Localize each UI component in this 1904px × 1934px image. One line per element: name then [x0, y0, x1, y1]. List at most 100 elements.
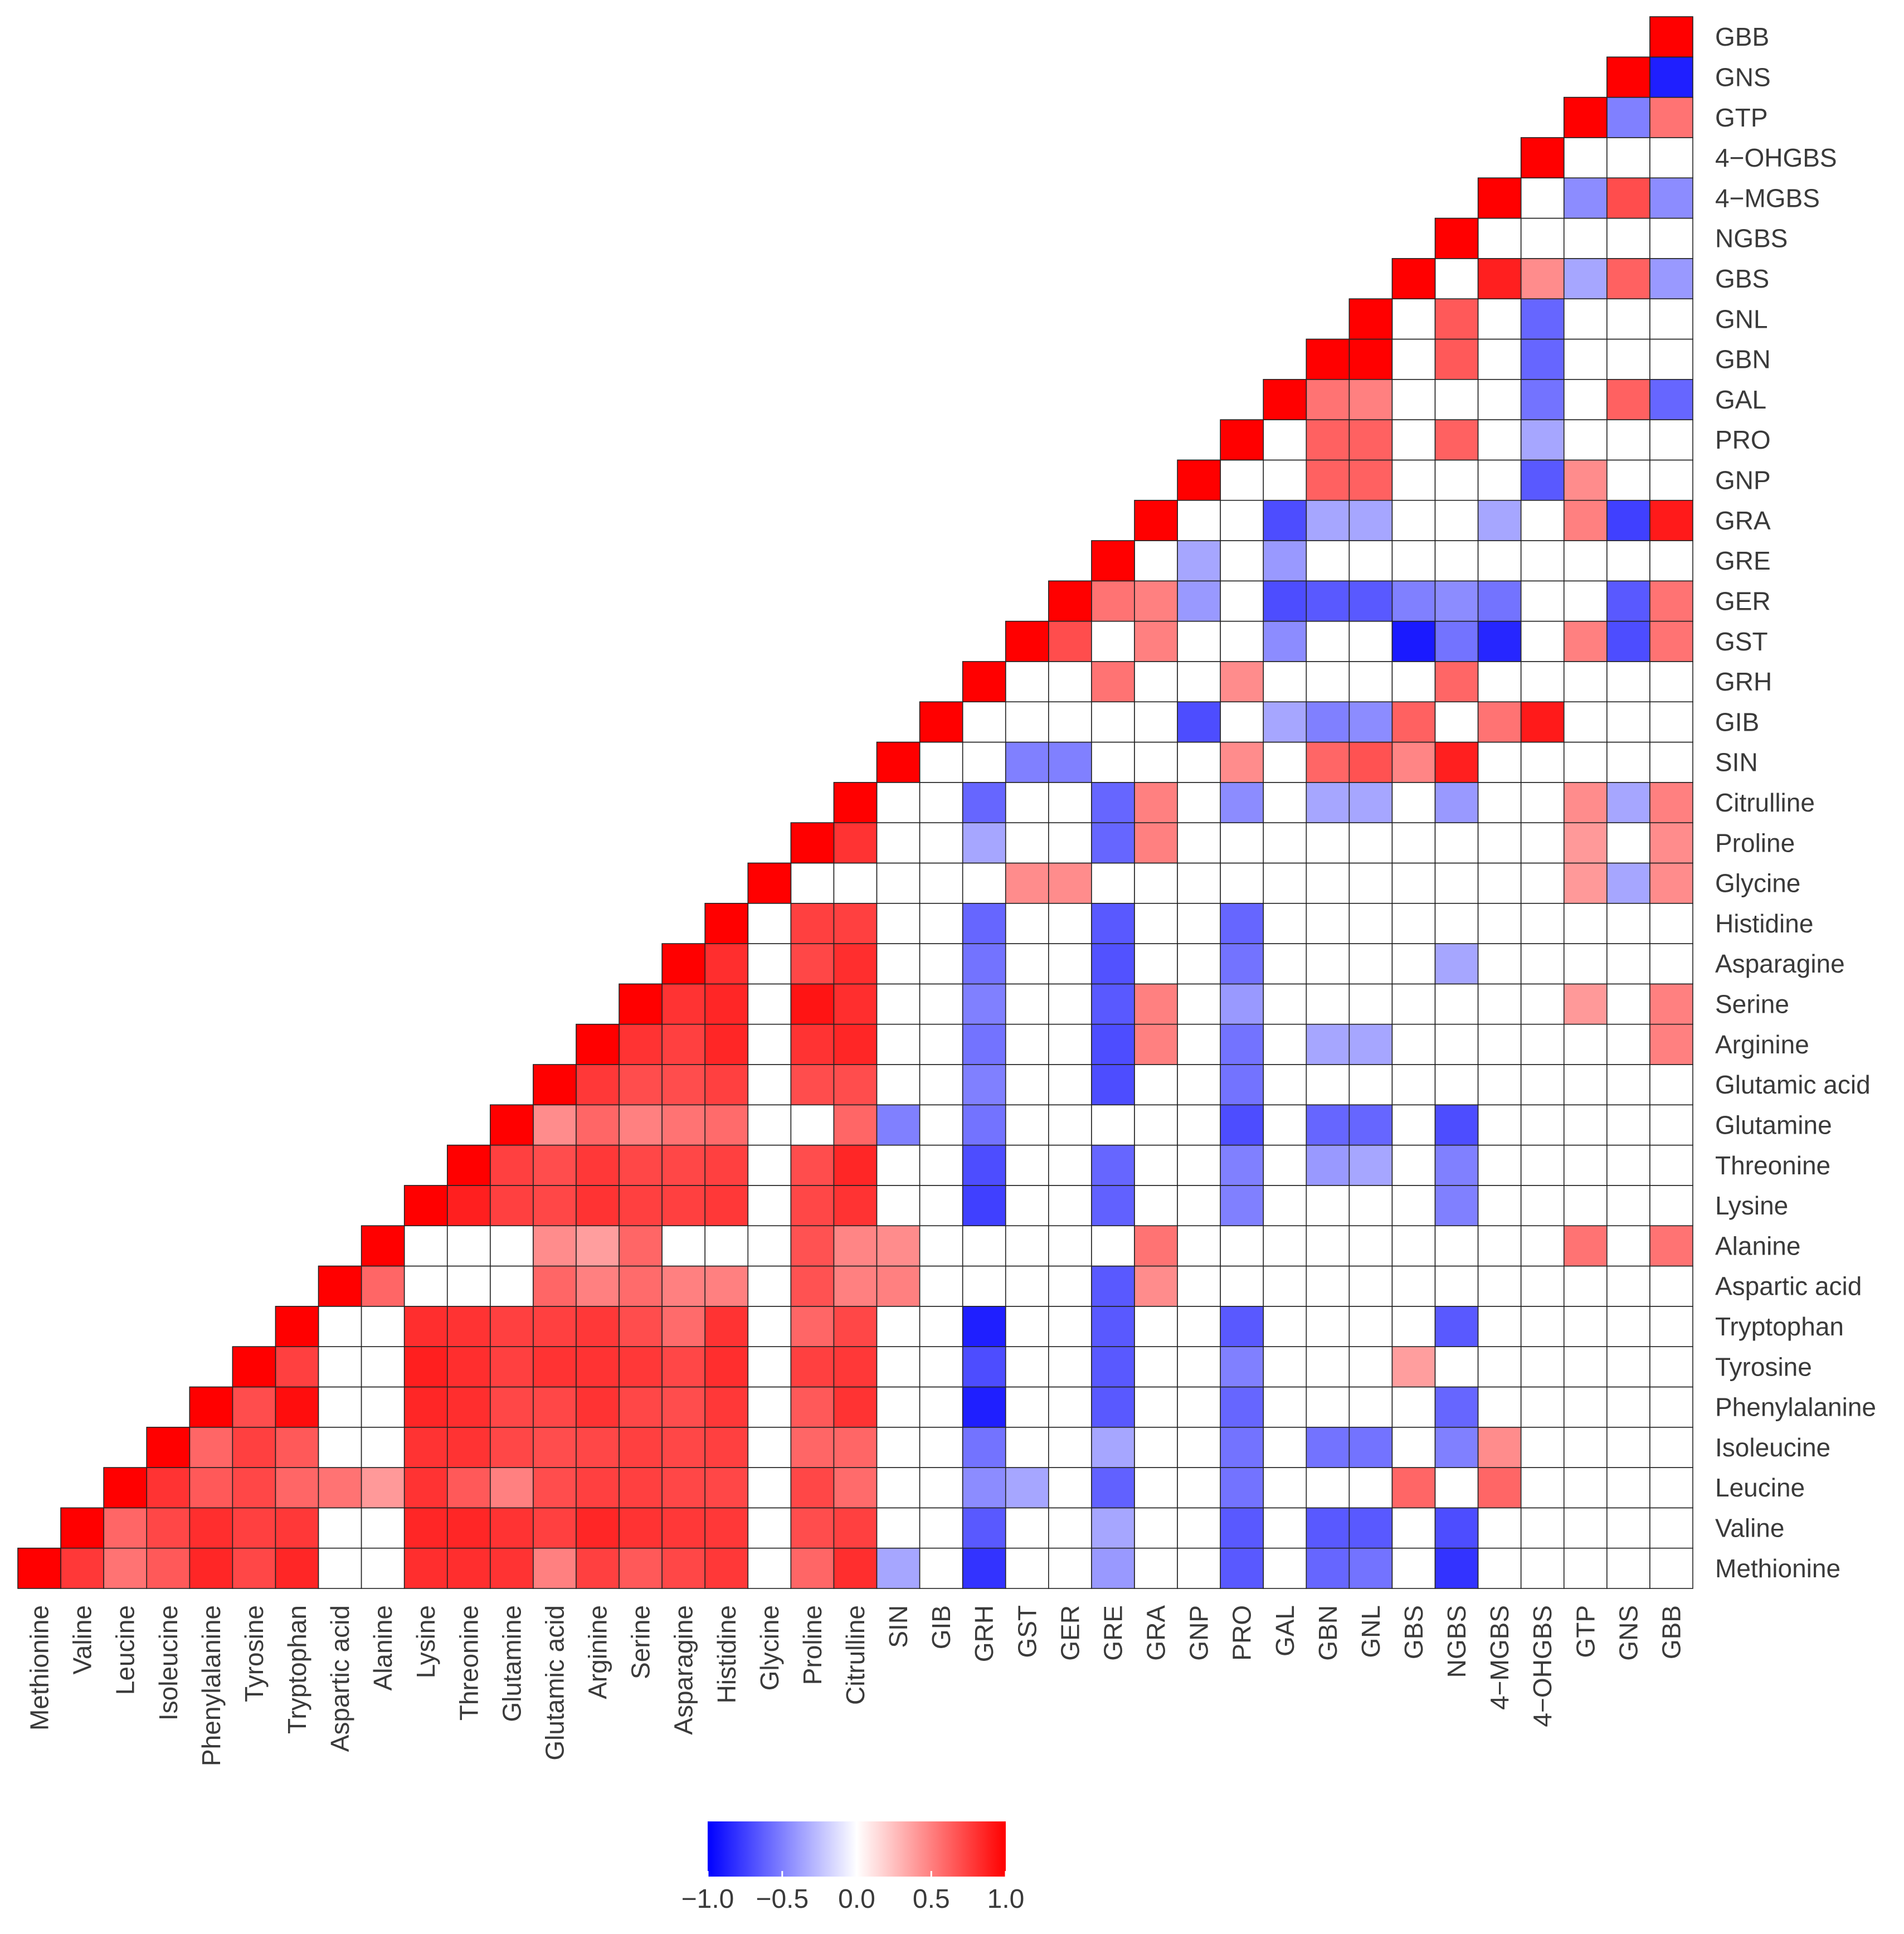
heatmap-cell [1134, 862, 1178, 904]
column-label: Leucine [111, 1605, 140, 1695]
heatmap-cell [1649, 177, 1693, 219]
heatmap-cell [490, 1265, 534, 1307]
heatmap-cell [1649, 822, 1693, 864]
heatmap-cell [661, 1507, 706, 1549]
heatmap-cell [446, 1185, 491, 1227]
heatmap-cell [275, 1426, 319, 1468]
heatmap-cell [876, 1507, 921, 1549]
heatmap-cell [1005, 782, 1049, 823]
heatmap-cell [576, 1144, 620, 1186]
heatmap-cell [1348, 1467, 1393, 1509]
heatmap-cell [1563, 862, 1608, 904]
heatmap-cell [1306, 1467, 1350, 1509]
heatmap-cell [1434, 943, 1479, 985]
heatmap-cell [1391, 1386, 1436, 1428]
heatmap-cell [446, 1426, 491, 1468]
heatmap-cell [1220, 499, 1264, 541]
heatmap-cell [1220, 1467, 1264, 1509]
heatmap-cell [1520, 1064, 1565, 1106]
heatmap-cell [1434, 620, 1479, 662]
heatmap-cell [1563, 701, 1608, 743]
row-label: GAL [1715, 385, 1766, 414]
row-label: Arginine [1715, 1030, 1809, 1059]
heatmap-cell [1177, 741, 1221, 783]
heatmap-cell [1649, 459, 1693, 501]
heatmap-cell [876, 1064, 921, 1106]
row-label: Methionine [1715, 1554, 1840, 1583]
heatmap-cell [1563, 258, 1608, 299]
heatmap-cell [576, 1547, 620, 1589]
heatmap-cell [1091, 1104, 1135, 1146]
heatmap-cell [1563, 580, 1608, 622]
heatmap-cell [919, 1185, 963, 1227]
heatmap-cell [1306, 1386, 1350, 1428]
heatmap-cell [1263, 620, 1307, 662]
heatmap-cell [403, 1346, 448, 1388]
heatmap-cell [876, 943, 921, 985]
heatmap-cell [1263, 701, 1307, 743]
heatmap-cell [962, 701, 1006, 743]
heatmap-cell [1477, 782, 1522, 823]
heatmap-cell [704, 1023, 749, 1065]
heatmap-cell [747, 1144, 792, 1186]
column-label: Glutamic acid [540, 1605, 569, 1761]
heatmap-cell [490, 1225, 534, 1267]
heatmap-cell [189, 1507, 233, 1549]
heatmap-cell [1477, 1144, 1522, 1186]
column-label: Phenylalanine [197, 1605, 226, 1766]
heatmap-cell [962, 1386, 1006, 1428]
heatmap-cell [446, 1225, 491, 1267]
heatmap-cell [1563, 943, 1608, 985]
heatmap-cell [1306, 1064, 1350, 1106]
heatmap-cell [1263, 902, 1307, 944]
heatmap-cell [1391, 983, 1436, 1025]
heatmap-cell [1563, 983, 1608, 1025]
heatmap-cell [704, 1104, 749, 1146]
heatmap-cell [790, 1144, 835, 1186]
heatmap-cell [533, 1185, 577, 1227]
heatmap-cell [1434, 540, 1479, 582]
heatmap-cell [833, 1467, 878, 1509]
heatmap-cell [1520, 1306, 1565, 1347]
heatmap-cell [1477, 1306, 1522, 1347]
heatmap-cell [1220, 1507, 1264, 1549]
heatmap-cell [1263, 1306, 1307, 1347]
heatmap-cell [576, 1306, 620, 1347]
heatmap-cell [1091, 1064, 1135, 1106]
heatmap-cell [1649, 983, 1693, 1025]
heatmap-cell [1434, 741, 1479, 783]
heatmap-cell [833, 1306, 878, 1347]
heatmap-cell [1649, 580, 1693, 622]
heatmap-cell [747, 902, 792, 944]
heatmap-cell [876, 1346, 921, 1388]
heatmap-cell [876, 902, 921, 944]
heatmap-cell [1649, 902, 1693, 944]
heatmap-cell [1563, 1306, 1608, 1347]
heatmap-cell [1391, 782, 1436, 823]
heatmap-cell [1177, 1265, 1221, 1307]
heatmap-cell [1520, 1023, 1565, 1065]
diagonal-cell [17, 1547, 61, 1589]
heatmap-cell [1005, 701, 1049, 743]
heatmap-cell [619, 1386, 663, 1428]
heatmap-cell [1177, 1386, 1221, 1428]
heatmap-cell [661, 1023, 706, 1065]
heatmap-cell [1263, 983, 1307, 1025]
heatmap-cell [790, 983, 835, 1025]
heatmap-cell [1306, 1547, 1350, 1589]
heatmap-cell [1434, 983, 1479, 1025]
column-label: GAL [1270, 1605, 1299, 1656]
heatmap-cell [1606, 902, 1650, 944]
heatmap-cell [403, 1467, 448, 1509]
diagonal-cell [962, 661, 1006, 703]
heatmap-cell [1177, 1547, 1221, 1589]
heatmap-cell [1177, 943, 1221, 985]
heatmap-cell [1606, 540, 1650, 582]
heatmap-cell [533, 1265, 577, 1307]
heatmap-cell [876, 1144, 921, 1186]
heatmap-cell [232, 1507, 276, 1549]
heatmap-cell [1005, 1144, 1049, 1186]
heatmap-cell [962, 1104, 1006, 1146]
heatmap-cell [1306, 1426, 1350, 1468]
heatmap-cell [1048, 1306, 1092, 1347]
